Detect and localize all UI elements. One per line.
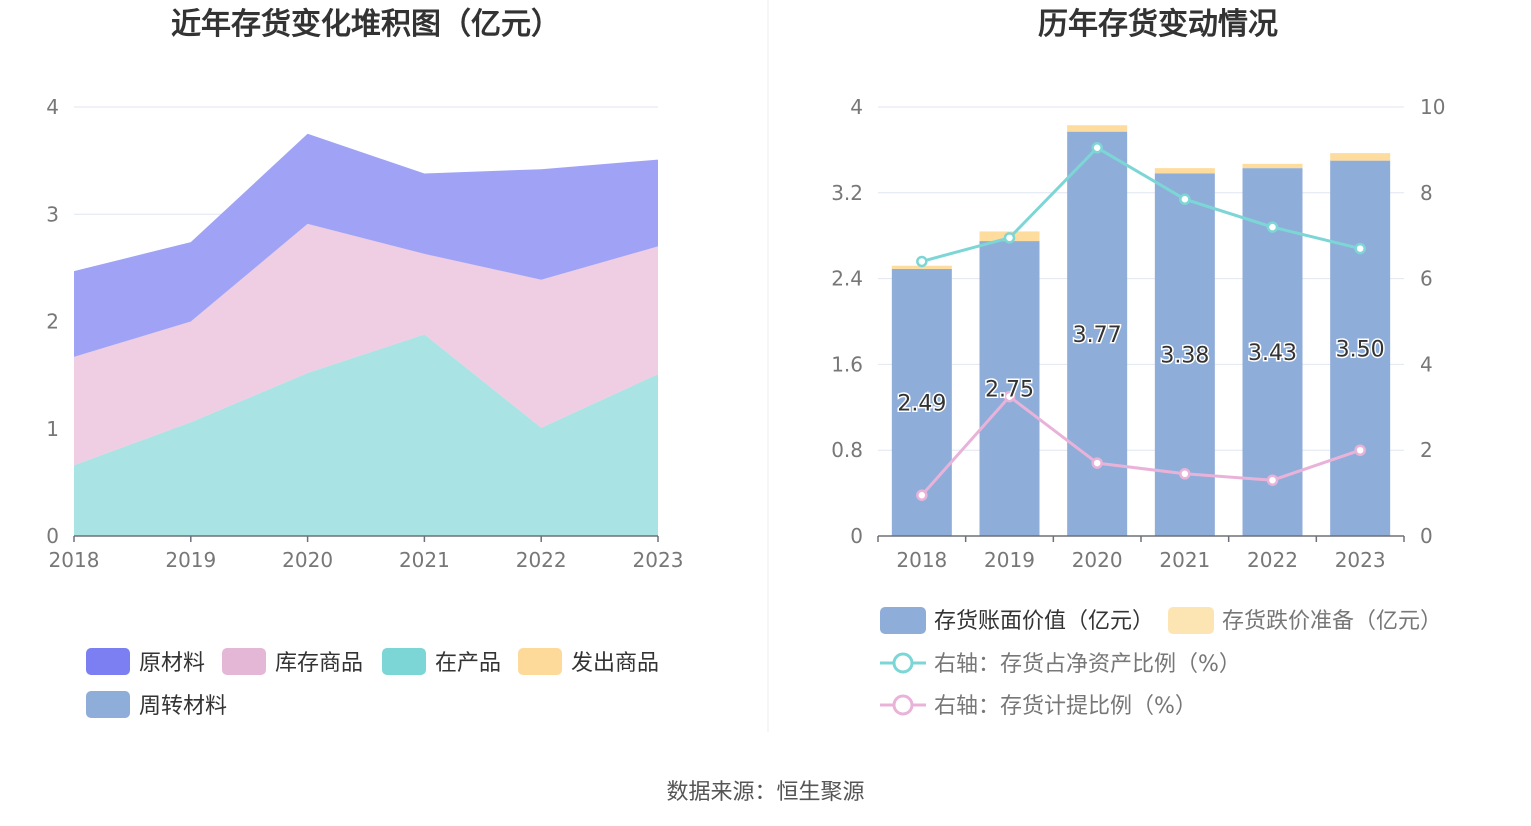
right-y2-tick-label: 8	[1420, 181, 1433, 205]
bar-book-value	[979, 241, 1040, 536]
bar-data-label: 3.50	[1336, 337, 1385, 362]
right-y-tick-label: 3.2	[831, 181, 863, 205]
legend-label: 原材料	[139, 651, 205, 676]
left-x-tick-label: 2023	[633, 548, 684, 572]
line-point	[1003, 390, 1016, 403]
line-point	[916, 489, 928, 501]
line-point	[916, 255, 928, 268]
bar-book-value	[1330, 160, 1391, 536]
legend-label: 存货账面价值（亿元）	[934, 609, 1154, 634]
bar-data-label: 2.49	[897, 391, 946, 416]
line-point	[1179, 193, 1191, 205]
bar-data-label: 3.38	[1160, 344, 1209, 369]
line-point	[1266, 474, 1279, 486]
right-legend: 存货账面价值（亿元） 存货跌价准备（亿元） 右轴：存货占净资产比例（%） 右轴：存货计…	[880, 607, 1442, 719]
bar-impairment	[891, 265, 952, 269]
left-plot-area: 0 1 2 3 4 2018 2019 2020 2021 2022 2023	[46, 95, 683, 572]
bar-data-label: 3.43	[1248, 341, 1297, 366]
left-y-tick-label: 1	[46, 417, 59, 441]
right-x-tick-label: 2020	[1072, 548, 1123, 572]
line-provision-ratio	[920, 394, 1361, 497]
line-point	[1003, 232, 1016, 244]
left-x-tick-label: 2021	[399, 548, 450, 572]
left-y-tick-label: 0	[46, 524, 59, 548]
right-plot-area: 0 0.8 1.6 2.4 3.2 4 0 2 4 6 8 10 2.49 2.75 3.77 3.38 3.4…	[831, 95, 1445, 572]
left-x-tick-label: 2018	[49, 548, 100, 572]
right-x-tick-label: 2019	[984, 548, 1035, 572]
bar-impairment	[1154, 168, 1215, 174]
left-y-tick-label: 3	[46, 202, 59, 226]
bar-data-label: 2.75	[985, 378, 1034, 403]
left-x-tick-label: 2019	[165, 548, 216, 572]
right-y2-tick-label: 10	[1420, 95, 1445, 119]
legend-label: 右轴：存货计提比例（%）	[934, 694, 1197, 719]
area-series	[74, 334, 658, 536]
right-y-tick-label: 2.4	[831, 267, 863, 291]
bar-impairment	[1330, 153, 1391, 161]
line-point	[1179, 468, 1191, 480]
legend-swatch	[880, 607, 926, 634]
area-series	[74, 133, 658, 357]
bar-impairment	[1242, 163, 1303, 169]
legend-swatch	[518, 648, 562, 675]
data-source-note: 数据来源：恒生聚源	[666, 780, 865, 805]
legend-swatch	[86, 648, 130, 675]
right-y2-tick-label: 0	[1420, 524, 1433, 548]
right-y2-tick-label: 4	[1420, 352, 1433, 376]
right-x-tick-label: 2023	[1335, 548, 1386, 572]
legend-label: 在产品	[435, 651, 501, 676]
bar-impairment	[1067, 125, 1128, 132]
right-y-tick-label: 1.6	[831, 352, 863, 376]
right-x-tick-label: 2021	[1159, 548, 1210, 572]
bar-data-label: 3.77	[1073, 323, 1122, 348]
left-x-tick-label: 2022	[516, 548, 567, 572]
legend-marker	[892, 694, 914, 716]
left-y-tick-label: 2	[46, 310, 59, 334]
right-chart-title: 历年存货变动情况	[1038, 7, 1278, 42]
right-y-tick-label: 4	[850, 95, 863, 119]
legend-marker	[892, 652, 914, 674]
right-x-tick-label: 2018	[896, 548, 947, 572]
legend-label: 周转材料	[139, 694, 227, 719]
left-chart-title: 近年存货变化堆积图（亿元）	[171, 7, 561, 42]
legend-swatch	[382, 648, 426, 675]
left-y-tick-label: 4	[46, 95, 59, 119]
right-y2-tick-label: 2	[1420, 438, 1433, 462]
line-point	[1091, 457, 1103, 469]
line-point	[1091, 142, 1103, 154]
right-y-tick-label: 0.8	[831, 438, 863, 462]
right-x-tick-label: 2022	[1247, 548, 1298, 572]
area-series	[74, 223, 658, 466]
line-point	[1354, 242, 1366, 255]
legend-label: 右轴：存货占净资产比例（%）	[934, 652, 1241, 677]
left-x-tick-label: 2020	[282, 548, 333, 572]
legend-label: 存货跌价准备（亿元）	[1222, 609, 1442, 634]
right-y-tick-label: 0	[850, 524, 863, 548]
line-point	[1266, 221, 1279, 233]
legend-swatch	[86, 691, 130, 718]
legend-label: 库存商品	[275, 651, 363, 676]
legend-swatch	[1168, 607, 1214, 634]
legend-swatch	[222, 648, 266, 675]
right-y2-tick-label: 6	[1420, 267, 1433, 291]
line-point	[1354, 444, 1366, 456]
legend-label: 发出商品	[571, 651, 659, 676]
line-net-asset-ratio	[921, 145, 1361, 263]
